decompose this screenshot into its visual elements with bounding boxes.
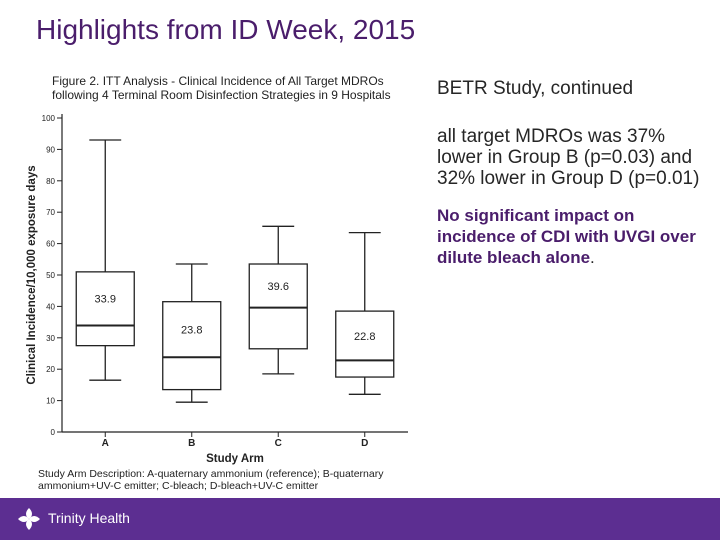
box-median-label: 33.9 <box>95 294 116 306</box>
summary-panel: BETR Study, continued all target MDROs w… <box>437 78 707 268</box>
x-tick-label: A <box>102 438 109 449</box>
x-axis-title: Study Arm <box>206 453 264 465</box>
y-tick-label: 20 <box>46 365 55 374</box>
cdi-note-text: No significant impact on incidence of CD… <box>437 206 696 267</box>
y-tick-label: 60 <box>46 240 55 249</box>
y-axis-title: Clinical Incidence/10,000 exposure days <box>26 165 38 384</box>
box-iqr-B <box>162 301 222 391</box>
cdi-note: No significant impact on incidence of CD… <box>437 205 707 268</box>
y-tick-label: 40 <box>46 302 55 311</box>
x-tick-label: B <box>188 438 195 449</box>
y-tick-label: 10 <box>46 397 55 406</box>
figure-panel: 0 10 20 30 40 50 60 70 80 90 100 Clinical Incidence… <box>20 66 430 498</box>
x-tick-label: D <box>361 438 368 449</box>
y-tick-label: 30 <box>46 334 55 343</box>
footer-bar: Trinity Health <box>0 498 720 540</box>
box-median-label: 39.6 <box>268 281 289 293</box>
box-iqr-C <box>248 263 308 350</box>
x-tick-label: C <box>275 438 282 449</box>
cdi-note-period: . <box>590 248 595 267</box>
box-iqr-A <box>75 271 135 347</box>
box-median-label: 23.8 <box>181 324 202 336</box>
y-tick-label: 70 <box>46 208 55 217</box>
y-tick-label: 0 <box>51 428 56 437</box>
y-tick-label: 100 <box>42 114 56 123</box>
y-tick-label: 80 <box>46 177 55 186</box>
figure-footnote: Study Arm Description: A-quaternary ammo… <box>38 468 384 492</box>
finding-text: all target MDROs was 37% lower in Group … <box>437 126 700 189</box>
box-median-label: 22.8 <box>354 331 375 343</box>
trinity-health-logo-icon <box>18 508 40 530</box>
slide-title: Highlights from ID Week, 2015 <box>36 14 416 45</box>
box-iqr-D <box>335 310 395 378</box>
logo-text: Trinity Health <box>48 510 130 526</box>
study-subtitle: BETR Study, continued <box>437 78 634 99</box>
box-plot-chart: 0 10 20 30 40 50 60 70 80 90 100 Clinical Incidence… <box>26 114 408 465</box>
y-tick-label: 90 <box>46 145 55 154</box>
y-tick-label: 50 <box>46 271 55 280</box>
figure-caption: Figure 2. ITT Analysis - Clinical Incide… <box>52 74 391 102</box>
